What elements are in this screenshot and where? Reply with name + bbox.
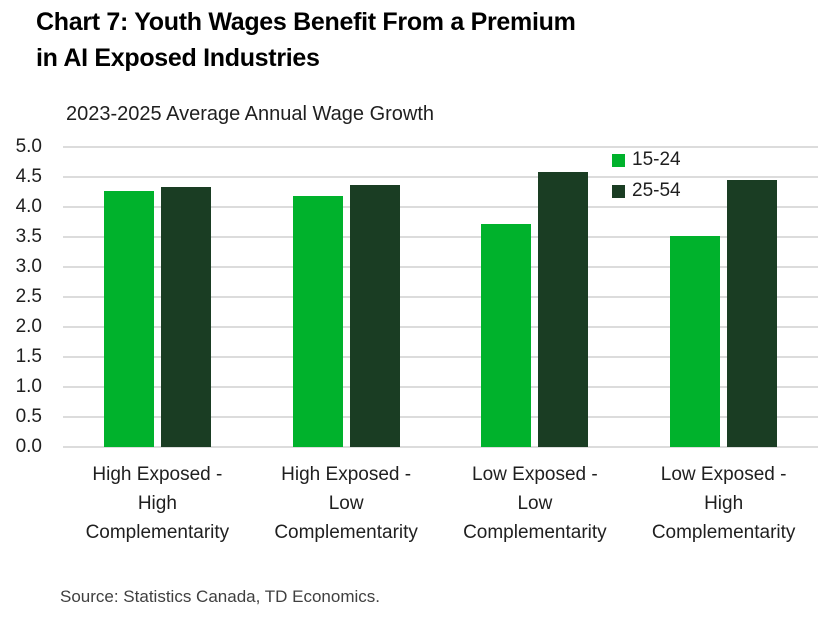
chart-subtitle: 2023-2025 Average Annual Wage Growth: [66, 103, 435, 125]
y-tick-label: 3.0: [15, 256, 42, 277]
y-tick-label: 0.5: [15, 406, 42, 427]
x-axis-labels: High Exposed - High Complementarity High …: [63, 460, 818, 547]
gridline: [63, 176, 818, 178]
gridline: [63, 236, 818, 238]
bar-groups: [63, 147, 818, 447]
bar-25-54: [349, 184, 400, 447]
y-axis: 5.0 4.5 4.0 3.5 3.0 2.5 2.0 1.5 1.0 0.5 0.0: [0, 136, 48, 457]
category-label: Low Exposed - Low Complementarity: [463, 464, 607, 543]
bar-15-24: [670, 235, 721, 447]
bar-group: [252, 147, 441, 447]
gridline: [63, 206, 818, 208]
source-note: Source: Statistics Canada, TD Economics.: [60, 587, 380, 606]
legend: 15-24 25-54: [612, 149, 681, 202]
gridline: [63, 266, 818, 268]
legend-swatch-icon: [612, 184, 625, 198]
gridline: [63, 446, 818, 448]
legend-item: 25-54: [612, 180, 681, 202]
y-tick-label: 1.5: [15, 346, 42, 367]
legend-label: 25-54: [632, 180, 681, 201]
legend-label: 15-24: [632, 149, 681, 170]
bar-25-54: [727, 180, 778, 447]
y-tick-label: 4.0: [15, 196, 42, 217]
y-tick-label: 1.0: [15, 376, 42, 397]
legend-swatch-icon: [612, 153, 625, 167]
bar-group: [63, 147, 252, 447]
chart-heading-line-2: in AI Exposed Industries: [36, 44, 320, 72]
category-label: High Exposed - Low Complementarity: [274, 464, 418, 543]
plot-area: 15-24 25-54: [63, 146, 818, 448]
chart-heading-line-1: Chart 7: Youth Wages Benefit From a Prem…: [36, 8, 576, 36]
y-tick-label: 5.0: [15, 136, 42, 157]
bar-25-54: [538, 172, 589, 447]
gridline: [63, 296, 818, 298]
category-label: High Exposed - High Complementarity: [85, 464, 230, 543]
legend-item: 15-24: [612, 149, 681, 171]
gridline: [63, 146, 818, 148]
y-tick-label: 0.0: [15, 436, 42, 457]
gridline: [63, 386, 818, 388]
bar-15-24: [292, 195, 343, 447]
chart-heading: Chart 7: Youth Wages Benefit From a Prem…: [36, 4, 576, 76]
gridline: [63, 356, 818, 358]
category-label: Low Exposed - High Complementarity: [651, 464, 796, 543]
gridline: [63, 326, 818, 328]
y-tick-label: 2.5: [15, 286, 42, 307]
y-tick-label: 3.5: [15, 226, 42, 247]
bar-15-24: [481, 223, 532, 447]
gridline: [63, 416, 818, 418]
y-tick-label: 2.0: [15, 316, 42, 337]
bar-group: [441, 147, 630, 447]
bar-15-24: [103, 190, 154, 447]
y-tick-label: 4.5: [15, 166, 42, 187]
bar-group: [629, 147, 818, 447]
bar-25-54: [160, 186, 211, 447]
